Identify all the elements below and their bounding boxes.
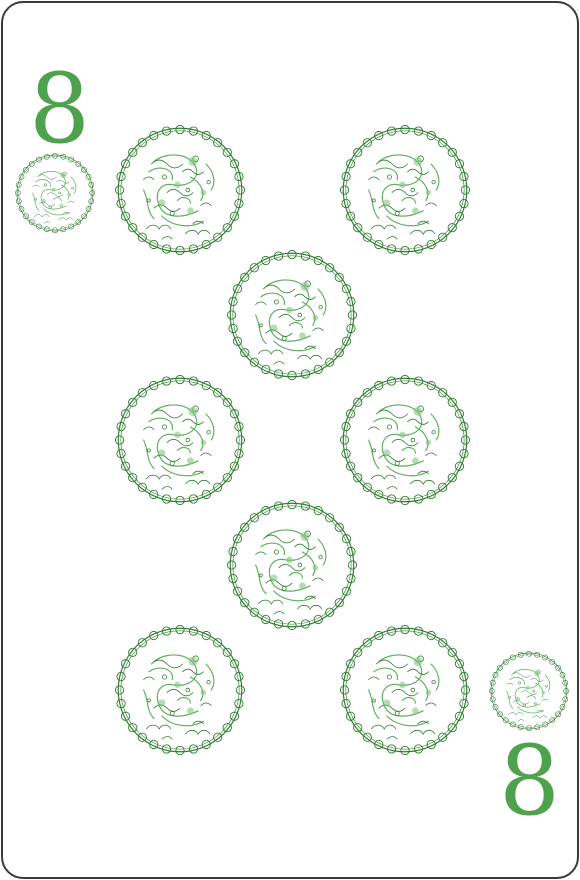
pip-1-dragon-coin-icon <box>115 125 245 255</box>
corner-pip-top-dragon-coin-icon <box>15 153 95 233</box>
pip-6-dragon-coin-icon <box>227 500 357 630</box>
rank-label-bottom: 8 <box>499 725 561 837</box>
rank-label-top: 8 <box>29 53 91 165</box>
pip-5-dragon-coin-icon <box>340 375 470 505</box>
corner-pip-bottom-dragon-coin-icon <box>489 651 569 731</box>
pip-2-dragon-coin-icon <box>340 125 470 255</box>
pip-4-dragon-coin-icon <box>115 375 245 505</box>
pip-7-dragon-coin-icon <box>115 625 245 755</box>
pip-3-dragon-coin-icon <box>227 250 357 380</box>
pip-8-dragon-coin-icon <box>340 625 470 755</box>
